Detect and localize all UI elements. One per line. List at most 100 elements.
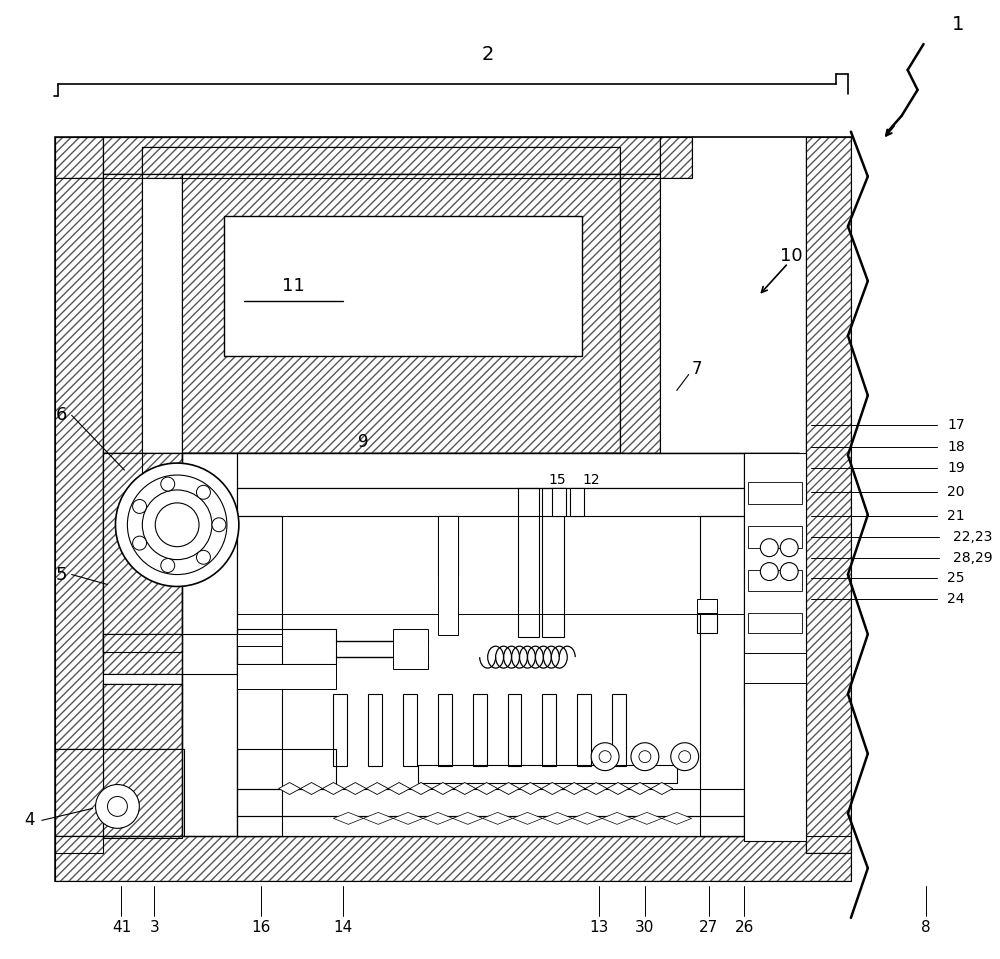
Bar (103, 453, 182, 652)
Text: 22,23: 22,23 (953, 529, 993, 544)
Bar (237, 488, 744, 516)
Text: 10: 10 (780, 247, 803, 265)
Polygon shape (572, 812, 602, 825)
Bar (237, 488, 744, 516)
Text: 11: 11 (282, 277, 305, 295)
Circle shape (161, 558, 175, 573)
Polygon shape (388, 783, 410, 794)
Polygon shape (483, 812, 513, 825)
Bar (697, 614, 717, 633)
Bar (103, 175, 142, 453)
Bar (697, 599, 717, 614)
Bar (103, 634, 237, 674)
Bar (103, 684, 182, 838)
Text: 12: 12 (582, 473, 600, 487)
Bar (438, 694, 452, 765)
Bar (552, 488, 566, 516)
Bar (620, 175, 660, 453)
Polygon shape (301, 783, 322, 794)
Circle shape (760, 563, 778, 580)
Text: 28,29: 28,29 (953, 550, 993, 565)
Bar (368, 694, 382, 765)
Bar (748, 526, 802, 548)
Bar (418, 764, 677, 783)
Bar (580, 453, 620, 483)
Bar (577, 694, 591, 765)
Text: 7: 7 (691, 360, 702, 378)
Polygon shape (453, 812, 483, 825)
Bar (748, 614, 802, 633)
Text: 3: 3 (149, 921, 159, 935)
Text: 13: 13 (589, 921, 609, 935)
Bar (744, 453, 799, 836)
Polygon shape (513, 812, 542, 825)
Polygon shape (585, 783, 607, 794)
Text: 8: 8 (921, 921, 930, 935)
Bar (55, 836, 851, 881)
Text: 27: 27 (699, 921, 718, 935)
Bar (473, 694, 487, 765)
Bar (748, 592, 802, 614)
Bar (237, 788, 744, 816)
Bar (700, 516, 744, 836)
Circle shape (196, 550, 210, 564)
Bar (237, 816, 744, 836)
Bar (744, 453, 799, 836)
Bar (103, 684, 182, 838)
Bar (438, 694, 452, 765)
Bar (142, 453, 620, 481)
Bar (237, 488, 744, 836)
Bar (744, 683, 806, 705)
Text: 6: 6 (56, 407, 67, 424)
Polygon shape (476, 783, 498, 794)
Bar (438, 516, 458, 575)
Bar (182, 453, 222, 483)
Bar (237, 788, 744, 816)
Text: 30: 30 (635, 921, 655, 935)
Bar (237, 816, 744, 836)
Bar (333, 694, 347, 765)
Bar (612, 694, 626, 765)
Polygon shape (563, 783, 585, 794)
Bar (237, 634, 282, 646)
Bar (748, 548, 802, 570)
Bar (748, 460, 802, 482)
Bar (580, 453, 620, 483)
Circle shape (760, 539, 778, 556)
Circle shape (591, 742, 619, 771)
Bar (237, 629, 336, 665)
Circle shape (96, 784, 139, 829)
Bar (55, 836, 851, 881)
Text: 14: 14 (334, 921, 353, 935)
Polygon shape (322, 783, 344, 794)
Polygon shape (423, 812, 453, 825)
Bar (542, 694, 556, 765)
Bar (806, 136, 851, 854)
Bar (142, 453, 620, 481)
Bar (103, 175, 142, 453)
Bar (438, 516, 458, 635)
Bar (55, 749, 184, 836)
Bar (748, 482, 802, 503)
Bar (570, 488, 584, 516)
Circle shape (639, 751, 651, 762)
Bar (237, 516, 282, 836)
Text: 41: 41 (112, 921, 131, 935)
Circle shape (679, 751, 691, 762)
Polygon shape (541, 783, 563, 794)
Circle shape (631, 742, 659, 771)
Circle shape (115, 463, 239, 587)
Bar (142, 147, 620, 175)
Bar (700, 516, 744, 836)
Circle shape (212, 518, 226, 531)
Bar (237, 453, 744, 488)
Bar (237, 629, 336, 665)
Bar (224, 217, 582, 356)
Bar (518, 488, 539, 637)
Circle shape (161, 477, 175, 491)
Circle shape (780, 563, 798, 580)
Bar (55, 136, 103, 854)
Circle shape (133, 536, 147, 550)
Polygon shape (344, 783, 366, 794)
Bar (418, 764, 677, 783)
